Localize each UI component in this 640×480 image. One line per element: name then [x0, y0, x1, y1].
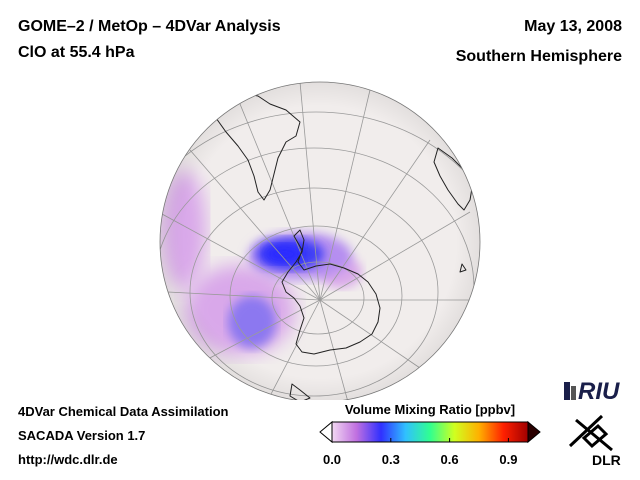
riu-logo-text: RIU	[578, 378, 620, 404]
colorbar-left-arrow	[319, 420, 333, 444]
hemisphere-label: Southern Hemisphere	[455, 48, 622, 65]
globe-shading	[160, 82, 480, 400]
globe-rim	[159, 81, 481, 400]
dlr-logo-mark: DLR	[568, 414, 621, 468]
riu-logo-mark: RIU	[564, 378, 620, 405]
islands-outline	[213, 385, 223, 399]
dlr-logo-stroke	[575, 418, 613, 452]
colorbar-tick-label: 0.3	[381, 452, 400, 467]
colorbar	[319, 420, 541, 444]
colorbar-title: Volume Mixing Ratio [ppbv]	[344, 402, 516, 417]
colorbar-right-arrow	[527, 420, 541, 444]
map-subtitle: ClO at 55.4 hPa	[18, 44, 135, 61]
colorbar-tick-label: 0.6	[440, 452, 459, 467]
riu-logo-bar	[571, 386, 576, 400]
footer-assimilation-label: 4DVar Chemical Data Assimilation	[18, 404, 229, 419]
colorbar-tick-label: 0.0	[322, 452, 342, 467]
colorbar-tick-label: 0.9	[499, 452, 518, 467]
dlr-logo-text: DLR	[592, 452, 621, 468]
map-title: GOME–2 / MetOp – 4DVar Analysis	[18, 18, 281, 35]
dlr-logo-stroke	[568, 414, 604, 448]
map-date: May 13, 2008	[524, 18, 622, 35]
dlr-logo-stroke	[581, 423, 609, 449]
footer-version-label: SACADA Version 1.7	[18, 428, 146, 443]
dlr-logo: DLR	[562, 412, 626, 473]
riu-logo: RIU	[562, 372, 626, 409]
orthographic-globe-map	[159, 81, 481, 400]
dlr-logo-symbol	[568, 414, 613, 452]
riu-logo-bar	[564, 382, 570, 400]
colorbar-gradient	[331, 421, 529, 443]
footer-url-link[interactable]: http://wdc.dlr.de	[18, 452, 118, 467]
